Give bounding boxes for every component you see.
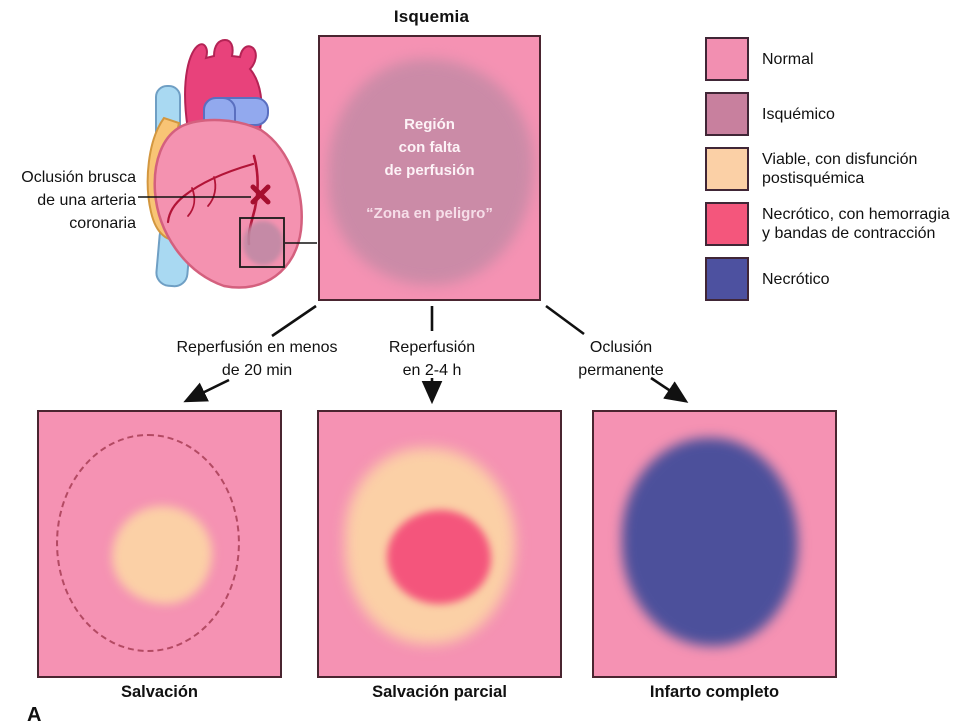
zona-en-peligro-label: “Zona en peligro” [366,205,493,222]
coronary-artery-branch [166,162,255,224]
branch-label-reperfusion-20min: Reperfusión en menos de 20 min [158,336,356,382]
figure-title: Isquemia [393,7,470,26]
legend-item-necrotic-hemorrhage: Necrótico, con hemorragia y bandas de co… [705,202,950,246]
branch-label-reperfusion-2-4h: Reperfusión en 2-4 h [357,336,507,382]
outcome-box-infarto-completo [592,410,837,678]
legend-swatch-normal [705,37,749,81]
legend-label-viable-line1: Viable, con disfunción [762,151,918,168]
outcome-label-infarto-completo: Infarto completo [649,683,780,701]
legend-label-necrotic: Necrótico [762,270,830,288]
legend-swatch-necrotic-hemorrhage [705,202,749,246]
legend-label-necrotic-hemorrhage-line1: Necrótico, con hemorragia [762,206,950,223]
necrotic-blob [622,438,798,646]
heart-illustration-svg [146,38,303,289]
outcome-label-salvacion: Salvación [120,683,199,701]
occlusion-x-icon [250,184,271,205]
necrotic-hemorrhage-blob [387,510,491,604]
legend-label-normal: Normal [762,50,814,68]
region-line3: de perfusión [384,162,475,179]
legend-item-necrotic: Necrótico [705,257,950,301]
branch3-line2: permanente [578,362,664,379]
occlusion-label-line2: de una arteria [37,192,136,209]
legend-label-ischemic: Isquémico [762,105,835,123]
branch2-line2: en 2-4 h [402,362,462,379]
branch3-upper-line [545,304,585,336]
occlusion-label: Oclusión brusca de una arteria coronaria [6,166,136,235]
occlusion-label-line1: Oclusión brusca [21,169,136,186]
branch2-line1: Reperfusión [388,339,476,356]
legend-swatch-necrotic [705,257,749,301]
inset-square-outline [239,217,285,268]
legend: Normal Isquémico Viable, con disfunción … [705,37,950,312]
branch-label-occlusion-permanent: Oclusión permanente [546,336,696,382]
heart-illustration [142,30,312,296]
legend-label-necrotic-hemorrhage-line2: y bandas de contracción [762,225,936,242]
outcome-label-salvacion-parcial: Salvación parcial [372,683,507,701]
branch1-line1: Reperfusión en menos [176,339,338,356]
legend-swatch-ischemic [705,92,749,136]
coronary-artery-twig-2 [187,187,196,217]
panel-letter: A [27,704,42,723]
legend-item-normal: Normal [705,37,950,81]
ischemic-region-blob [328,59,534,285]
branch1-upper-line [271,304,317,338]
risk-zone-dashed-outline [56,434,240,652]
viable-blob-small [112,506,212,604]
legend-swatch-viable [705,147,749,191]
region-line1: Región [404,116,455,133]
legend-item-ischemic: Isquémico [705,92,950,136]
occlusion-label-line3: coronaria [69,215,136,232]
inset-ischemic-blob [243,221,283,265]
branch1-line2: de 20 min [221,362,293,379]
coronary-artery-twig-1 [207,176,217,207]
branch3-line1: Oclusión [589,339,653,356]
region-line2: con falta [398,139,461,156]
legend-label-viable-line2: postisquémica [762,170,865,187]
legend-item-viable: Viable, con disfunción postisquémica [705,147,950,191]
ischemia-box: Región con falta de perfusión “Zona en p… [318,35,541,301]
outcome-box-salvacion [37,410,282,678]
branch1-arrow [183,378,230,403]
ischemia-box-text: Región con falta de perfusión [320,113,539,182]
outcome-box-salvacion-parcial [317,410,562,678]
